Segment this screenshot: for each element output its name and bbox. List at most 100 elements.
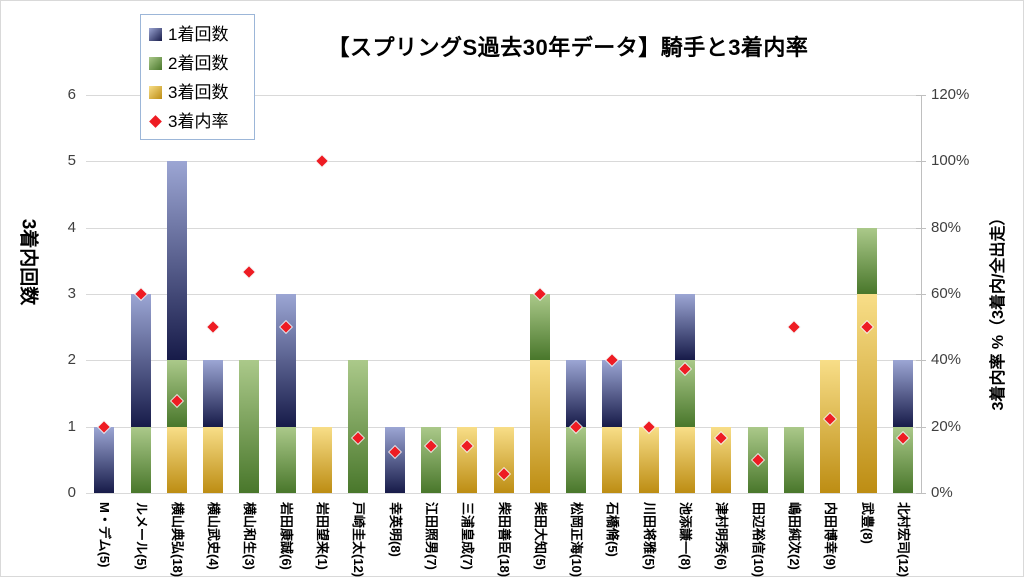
x-axis-category-label: 石橋脩(5) [605, 502, 621, 557]
bar-segment-2着回数 [166, 360, 187, 427]
x-axis-category-label: 武豊(8) [859, 502, 875, 544]
gridline [86, 95, 921, 96]
x-axis-category-label: 横山武史(4) [206, 502, 222, 570]
legend-swatch-1着回数 [149, 28, 162, 41]
chart-title: 【スプリングS過去30年データ】騎手と3着内率 [327, 35, 809, 60]
bar-segment-2着回数 [130, 426, 151, 493]
x-axis-category-label: 津村明秀(6) [714, 502, 730, 570]
gridline [86, 360, 921, 361]
x-axis-category-label: 内田博幸(9) [823, 502, 839, 570]
legend-marker-rate-diamond-icon [149, 115, 162, 128]
right-axis-tick-mark [916, 493, 926, 494]
bar-segment-1着回数 [602, 360, 623, 427]
bar-segment-1着回数 [166, 161, 187, 361]
left-axis-tick-label: 1 [67, 418, 76, 435]
x-axis-category-label: 岩田望来(1) [315, 502, 330, 570]
x-axis-category-label: 岩田康誠(6) [278, 502, 294, 570]
right-axis-tick-label: 20% [931, 418, 962, 435]
bar-segment-3着回数 [312, 426, 332, 493]
legend-item: 3着回数 [141, 78, 254, 107]
left-axis-tick-label: 5 [67, 152, 76, 169]
legend-item-label: 1着回数 [168, 25, 229, 44]
gridline [86, 161, 921, 162]
legend-swatch-3着回数 [149, 86, 162, 99]
x-axis-category-label: ルメール(5) [133, 502, 149, 570]
rate-marker [243, 266, 256, 278]
legend: 1着回数 2着回数 3着回数 3着内率 [140, 14, 255, 140]
legend-item-label: 2着回数 [168, 54, 229, 73]
bar-segment-2着回数 [275, 426, 296, 493]
bar-segment-2着回数 [529, 294, 550, 361]
x-axis-category-label: 横山和生(3) [242, 502, 258, 570]
rate-marker [316, 155, 328, 167]
bar-segment-3着回数 [203, 426, 224, 493]
x-axis-category-label: 柴田大知(5) [532, 502, 548, 570]
legend-item-label: 3着内率 [168, 112, 229, 131]
left-axis-tick-label: 4 [67, 219, 76, 236]
bar-segment-3着回数 [457, 426, 478, 493]
x-axis-category-label: 戸崎圭太(12) [351, 502, 367, 577]
bar-segment-2着回数 [783, 426, 804, 493]
x-axis-category-label: 江田照男(7) [423, 502, 439, 570]
bar-segment-3着回数 [856, 294, 877, 493]
bar-segment-1着回数 [675, 294, 695, 361]
left-axis-tick-label: 3 [67, 285, 76, 302]
bar-segment-1着回数 [384, 426, 405, 493]
bar-segment-1着回数 [566, 360, 587, 427]
bar-segment-3着回数 [675, 426, 695, 493]
bar-segment-3着回数 [529, 360, 550, 493]
bar-segment-2着回数 [856, 227, 877, 294]
left-axis-tick-label: 0 [67, 484, 76, 501]
right-axis-title: 3着内率 %（3着内/全出走） [990, 209, 1007, 411]
legend-item: 1着回数 [141, 20, 254, 49]
left-axis-tick-label: 6 [67, 86, 76, 103]
bar-segment-2着回数 [348, 360, 369, 493]
right-axis-tick-label: 60% [931, 285, 962, 302]
gridline [86, 493, 921, 494]
x-axis-category-label: 柴田善臣(18) [496, 502, 512, 577]
x-axis-category-label: 田辺裕信(10) [750, 502, 766, 577]
rate-marker [207, 321, 219, 333]
legend-item: 3着内率 [141, 107, 254, 136]
left-axis-title: 3着内回数 [17, 218, 39, 306]
bar-segment-3着回数 [638, 426, 659, 493]
right-axis-line [921, 95, 922, 493]
bar-segment-2着回数 [239, 360, 260, 493]
bar-segment-3着回数 [820, 360, 841, 493]
legend-item: 2着回数 [141, 49, 254, 78]
legend-swatch-2着回数 [149, 57, 162, 70]
bar-segment-1着回数 [203, 360, 224, 427]
bar-segment-3着回数 [493, 426, 514, 493]
x-axis-category-label: 池添謙一(8) [678, 502, 693, 570]
right-axis-tick-label: 120% [931, 86, 970, 103]
bar-segment-1着回数 [275, 294, 296, 427]
legend-item-label: 3着回数 [168, 83, 229, 102]
right-axis-tick-label: 0% [931, 484, 953, 501]
right-axis-tick-label: 40% [931, 351, 962, 368]
right-axis-tick-label: 80% [931, 219, 962, 236]
bar-segment-2着回数 [566, 426, 587, 493]
x-axis-category-label: 川田将雅(5) [641, 502, 657, 570]
x-axis-category-label: 松岡正海(10) [569, 502, 585, 577]
x-axis-category-label: 幸英明(8) [387, 502, 403, 557]
bar-segment-3着回数 [166, 426, 187, 493]
bar-segment-2着回数 [892, 426, 913, 493]
bar-segment-3着回数 [711, 426, 732, 493]
x-axis-category-label: M・デム(5) [97, 502, 113, 568]
bar-segment-1着回数 [892, 360, 913, 427]
bar-segment-2着回数 [420, 426, 441, 493]
left-axis-tick-label: 2 [67, 351, 76, 368]
rate-marker [788, 321, 800, 333]
x-axis-category-label: 嶋田純次(2) [786, 502, 802, 570]
gridline [86, 228, 921, 229]
x-axis-category-label: 三浦皇成(7) [460, 502, 476, 570]
gridline [86, 294, 921, 295]
x-axis-category-label: 北村宏司(12) [895, 502, 911, 577]
x-axis-category-label: 横山典弘(18) [169, 502, 185, 577]
bar-segment-3着回数 [602, 426, 623, 493]
bar-segment-1着回数 [130, 294, 151, 427]
right-axis-tick-label: 100% [931, 152, 970, 169]
bar-segment-1着回数 [94, 426, 115, 493]
bar-segment-2着回数 [675, 360, 695, 427]
